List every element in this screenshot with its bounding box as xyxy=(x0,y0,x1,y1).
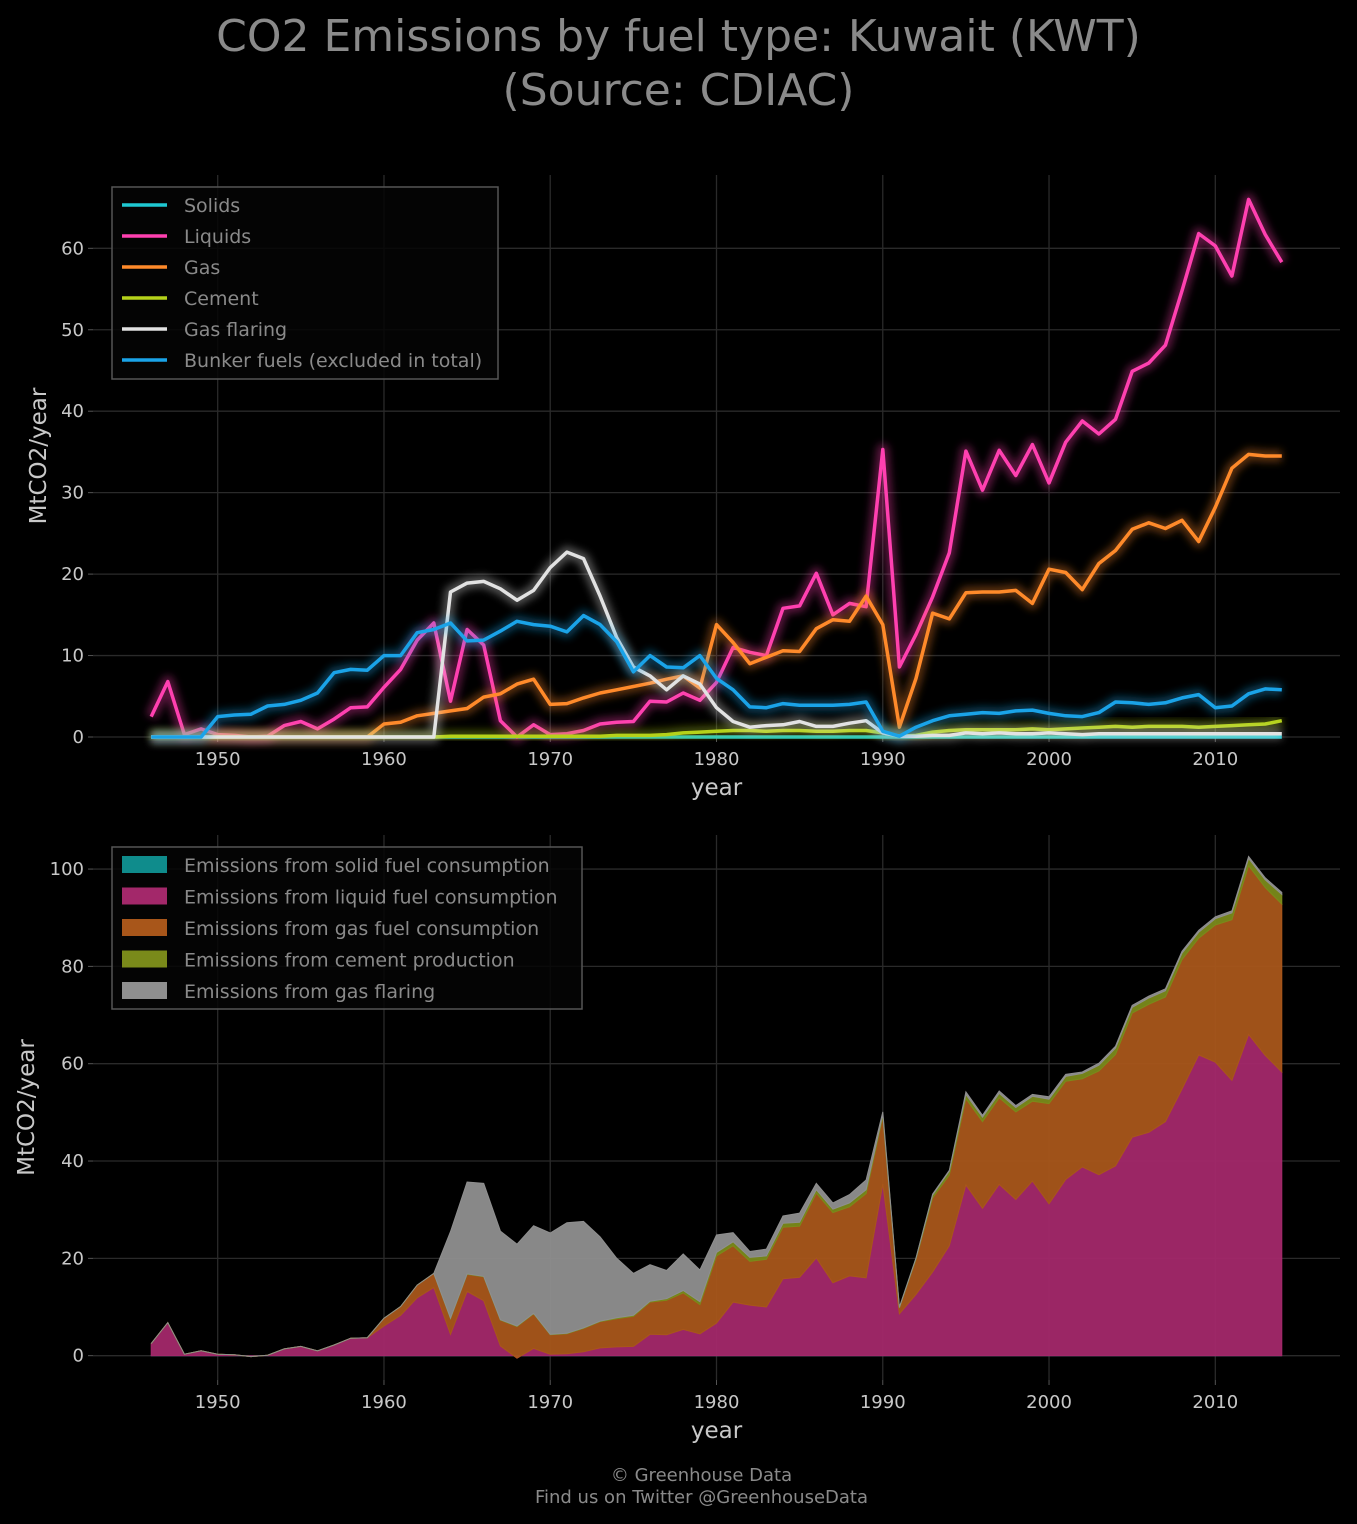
y-tick-label: 10 xyxy=(61,646,84,667)
x-tick-label: 1950 xyxy=(195,1392,241,1413)
stacked-area-chart-panel: 1950 1960 1970 1980 1990 2000 2010 0 20 40 60 80 100… xyxy=(14,835,1340,1444)
chart-title-line1: CO2 Emissions by fuel type: Kuwait (KWT) xyxy=(216,11,1141,62)
x-tick-label: 1970 xyxy=(527,749,573,770)
x-axis-label: year xyxy=(691,1418,743,1444)
y-tick-label: 80 xyxy=(61,956,84,977)
legend-swatch xyxy=(122,982,167,999)
x-tick-label: 2010 xyxy=(1192,1392,1238,1413)
y-axis-label: MtCO2/year xyxy=(14,1039,40,1176)
x-tick-label: 1980 xyxy=(694,749,740,770)
legend-swatch xyxy=(122,887,167,905)
area-emissions-from-gas-flaring xyxy=(150,855,1283,1358)
x-tick-label: 2000 xyxy=(1026,749,1072,770)
line-chart-panel: 1950 1960 1970 1980 1990 2000 2010 0 10 20 30 40 50 6… xyxy=(26,175,1340,801)
y-tick-label: 60 xyxy=(61,238,84,259)
y-axis-label: MtCO2/year xyxy=(26,387,52,524)
chart-title: CO2 Emissions by fuel type: Kuwait (KWT)… xyxy=(0,10,1357,118)
x-axis-label: year xyxy=(691,775,743,801)
legend-label: Gas flaring xyxy=(184,319,287,341)
legend-swatch xyxy=(122,919,167,936)
legend-label: Liquids xyxy=(184,226,251,248)
x-tick-label: 1980 xyxy=(694,1392,740,1413)
legend-label: Emissions from liquid fuel consumption xyxy=(184,887,558,909)
legend-label: Cement xyxy=(184,288,259,310)
x-tick-label: 2010 xyxy=(1192,749,1238,770)
y-tick-label: 20 xyxy=(61,564,84,585)
x-tick-label: 2000 xyxy=(1026,1392,1072,1413)
legend-item: Emissions from cement production xyxy=(122,950,515,972)
y-tick-label: 0 xyxy=(73,727,84,748)
legend-frame xyxy=(111,186,499,380)
chart-title-line2: (Source: CDIAC) xyxy=(502,65,855,116)
legend-label: Bunker fuels (excluded in total) xyxy=(184,350,482,372)
y-tick-label: 40 xyxy=(61,401,84,422)
legend-label: Emissions from gas flaring xyxy=(184,981,435,1003)
series-gas-flaring xyxy=(151,546,1282,743)
footer-copyright: © Greenhouse Data xyxy=(610,1465,793,1486)
footer: © Greenhouse Data Find us on Twitter @Gr… xyxy=(0,1465,1357,1509)
series-bunker-fuels-excluded-in-total xyxy=(151,609,1283,743)
y-tick-label: 30 xyxy=(61,483,84,504)
legend-frame xyxy=(111,846,583,1010)
legend-label: Solids xyxy=(184,195,240,217)
plot-area xyxy=(150,855,1283,1359)
series-line xyxy=(151,550,1282,739)
series-line xyxy=(151,613,1282,739)
y-tick-label: 40 xyxy=(61,1151,84,1172)
legend-item: Gas flaring xyxy=(122,319,287,341)
legend-item: Emissions from gas flaring xyxy=(122,981,435,1003)
y-tick-label: 60 xyxy=(61,1054,84,1075)
legend-swatch xyxy=(122,950,167,968)
tick-labels: 1950 1960 1970 1980 1990 2000 2010 0 10 20 30 40 50 6… xyxy=(61,238,1238,770)
footer-twitter: Find us on Twitter @GreenhouseData xyxy=(534,1487,869,1508)
legend-item: Emissions from liquid fuel consumption xyxy=(122,887,558,909)
legend-item: Solids xyxy=(122,195,240,217)
y-tick-label: 0 xyxy=(73,1346,84,1367)
legend-item: Gas xyxy=(122,257,220,279)
legend-item: Cement xyxy=(122,288,259,310)
y-tick-label: 20 xyxy=(61,1248,84,1269)
legend-swatch xyxy=(122,856,167,873)
x-tick-label: 1970 xyxy=(527,1392,573,1413)
legend-label: Emissions from solid fuel consumption xyxy=(184,855,550,877)
legend-label: Gas xyxy=(184,257,220,279)
x-tick-label: 1990 xyxy=(860,749,906,770)
legend-item: Emissions from gas fuel consumption xyxy=(122,918,539,940)
legend-label: Emissions from cement production xyxy=(184,950,515,972)
tick-labels: 1950 1960 1970 1980 1990 2000 2010 0 20 40 60 80 100 xyxy=(50,859,1239,1413)
x-tick-label: 1950 xyxy=(195,749,241,770)
x-tick-label: 1990 xyxy=(860,1392,906,1413)
y-tick-label: 100 xyxy=(50,859,84,880)
legend-item: Bunker fuels (excluded in total) xyxy=(122,350,482,372)
legend-item: Emissions from solid fuel consumption xyxy=(122,855,550,877)
plot-area xyxy=(145,193,1287,743)
x-tick-label: 1960 xyxy=(361,1392,407,1413)
legend-item: Liquids xyxy=(122,226,251,248)
legend-label: Emissions from gas fuel consumption xyxy=(184,918,539,940)
legend: Solids Liquids Gas Cement Gas flaring Bunker … xyxy=(111,186,499,380)
legend: Emissions from solid fuel consumption Emi… xyxy=(111,846,583,1010)
x-tick-label: 1960 xyxy=(361,749,407,770)
y-tick-label: 50 xyxy=(61,320,84,341)
